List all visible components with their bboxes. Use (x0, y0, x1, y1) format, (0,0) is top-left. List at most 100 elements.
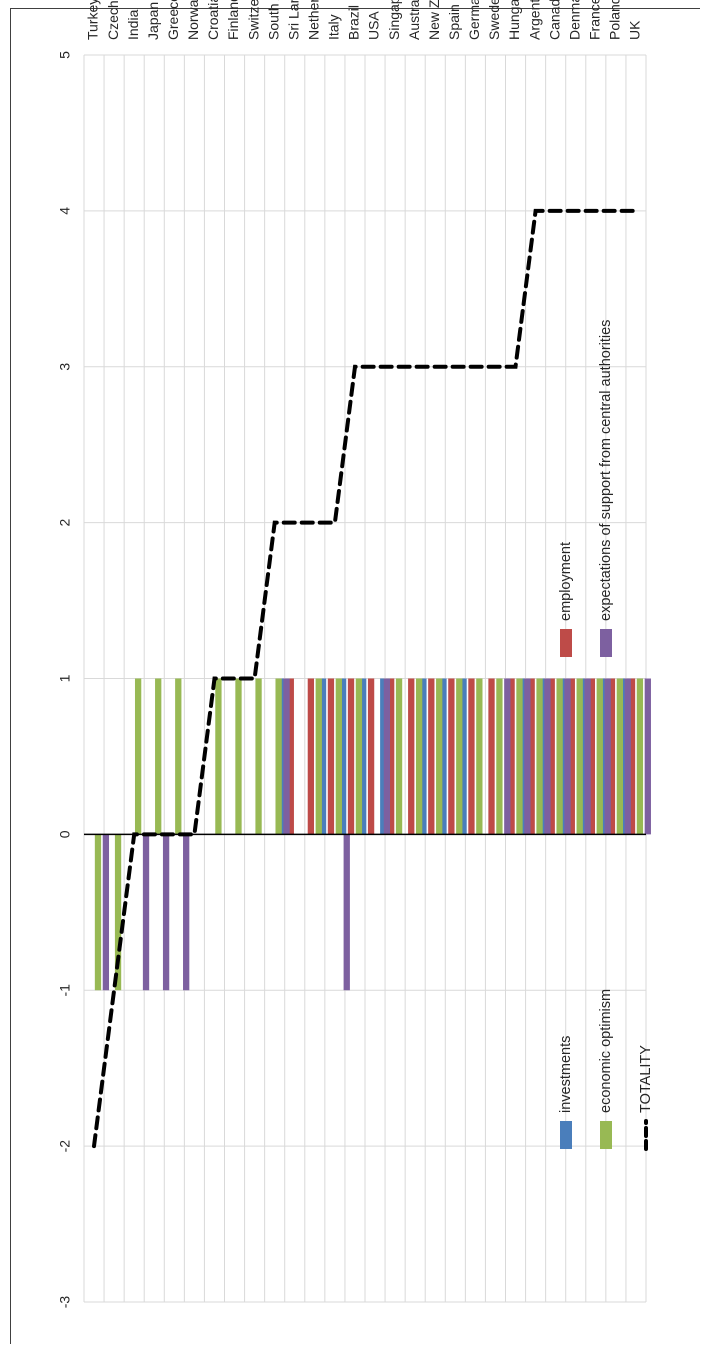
legend: investments economic optimism TOTALITY empl… (558, 320, 654, 1151)
bar-economic-czechia (114, 834, 122, 991)
bar-employment-hungary (508, 678, 515, 835)
bar-investments-poland (600, 678, 608, 835)
bar-economic-italy (335, 678, 342, 835)
y-tick-label: -3 (57, 1296, 73, 1309)
category-label: Brazil (346, 5, 362, 40)
bar-employment-sri-lanka (287, 678, 294, 835)
category-label: Spain (446, 4, 462, 40)
bar-economic-canada (556, 678, 563, 835)
bar-employment-usa (367, 678, 375, 835)
bar-expectations-argentina (544, 678, 551, 835)
y-tick-labels: 5 4 3 2 1 0 -1 -2 -3 (57, 51, 73, 1308)
bar-economic-brazil (355, 678, 363, 835)
bar-economic-turkey (94, 834, 102, 991)
bar-investments-uk (620, 678, 628, 835)
category-labels: Turkey Czechia India Japan Greece Norway Croat… (85, 0, 643, 40)
bar-expectations-south-africa (283, 678, 290, 835)
category-label: South Africa (265, 0, 281, 40)
bar-economic-netherlands (315, 678, 322, 835)
bar-economic-croatia (215, 678, 222, 835)
category-label: UK (627, 20, 643, 40)
category-label: New Zealand (426, 0, 442, 40)
category-label: Czechia (105, 0, 121, 40)
bars (94, 678, 651, 991)
y-tick-label: 2 (57, 519, 73, 527)
category-label: Netherlands (306, 0, 322, 40)
bar-expectations-hungary (524, 678, 531, 835)
legend-label-expectations: expectations of support from central aut… (598, 320, 614, 621)
bar-expectations-sweden (504, 678, 511, 835)
legend-label-investments: investments (558, 1036, 574, 1113)
bar-expectations-uk (644, 678, 651, 835)
bar-economic-singapour (395, 678, 403, 835)
bar-employment-sweden (488, 678, 495, 835)
legend-label-totality: TOTALITY (638, 1045, 654, 1113)
bar-economic-finland (235, 678, 242, 835)
category-label: Japan (145, 2, 161, 40)
bar-employment-poland (608, 678, 616, 835)
bar-investments-brazil (339, 678, 347, 835)
bar-investments-canada (540, 678, 547, 835)
bar-expectations-canada (564, 678, 571, 835)
bar-economic-australia (415, 678, 423, 835)
category-label: Poland (607, 0, 623, 40)
bar-employment-germany (468, 678, 475, 835)
category-label: Finland (225, 0, 241, 40)
bar-employment-italy (327, 678, 335, 835)
bar-employment-netherlands (307, 678, 315, 835)
bar-economic-greece (175, 678, 182, 835)
bar-economic-south-africa (275, 678, 282, 835)
category-label: Germany (466, 0, 482, 40)
bar-economic-japan (155, 678, 162, 835)
bar-expectations-usa (383, 678, 391, 835)
bar-investments-usa (360, 678, 367, 835)
category-label: Norway (185, 0, 201, 40)
y-tick-label: 3 (57, 363, 73, 371)
bar-employment-australia (408, 678, 415, 835)
category-label: Switzerland (245, 0, 261, 40)
bar-economic-sweden (496, 678, 503, 835)
bar-investments-france (580, 678, 588, 835)
legend-label-employment: employment (558, 542, 574, 621)
bar-economic-argentina (536, 678, 543, 835)
y-tick-label: -1 (57, 984, 73, 997)
bar-investments-new-zealand (420, 678, 427, 835)
bar-economic-poland (616, 678, 623, 835)
category-label: Croatia (205, 0, 221, 40)
bar-investments-italy (319, 678, 327, 835)
bar-employment-canada (548, 678, 555, 835)
category-label: Sweden (486, 0, 502, 40)
y-tick-label: -2 (57, 1140, 73, 1153)
bar-expectations-india (142, 834, 150, 991)
category-label: Argentina (526, 0, 542, 40)
category-label: Singapour (386, 0, 402, 40)
bar-investments-argentina (520, 678, 527, 835)
bar-employment-argentina (528, 678, 535, 835)
bar-employment-spain (448, 678, 455, 835)
legend-swatch-expectations (600, 629, 612, 657)
bar-economic-hungary (516, 678, 523, 835)
bar-expectations-greece (183, 834, 190, 991)
bar-investments-denmark (560, 678, 568, 835)
category-label: Hungary (506, 0, 522, 40)
bar-investments-singapour (380, 678, 387, 835)
chart-frame (10, 8, 700, 1344)
bar-expectations-japan (162, 834, 170, 991)
legend-swatch-employment (560, 629, 572, 657)
y-tick-label: 1 (57, 674, 73, 682)
category-label: Greece (165, 0, 181, 40)
category-label: France (587, 0, 603, 40)
bar-expectations-italy (343, 834, 350, 991)
category-label: USA (366, 11, 382, 40)
bar-expectations-denmark (584, 678, 591, 835)
bar-economic-spain (456, 678, 463, 835)
y-tick-label: 4 (57, 207, 73, 215)
bar-employment-brazil (347, 678, 355, 835)
bar-employment-singapour (388, 678, 395, 835)
category-label: Turkey (85, 0, 101, 40)
y-tick-label: 0 (57, 830, 73, 838)
bar-economic-france (596, 678, 603, 835)
y-tick-label: 5 (57, 51, 73, 59)
legend-swatch-investments (560, 1121, 572, 1149)
